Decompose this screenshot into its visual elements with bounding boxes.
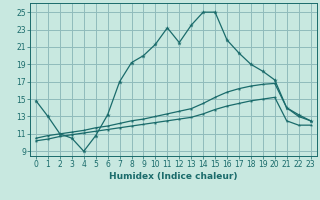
X-axis label: Humidex (Indice chaleur): Humidex (Indice chaleur) [109, 172, 237, 181]
